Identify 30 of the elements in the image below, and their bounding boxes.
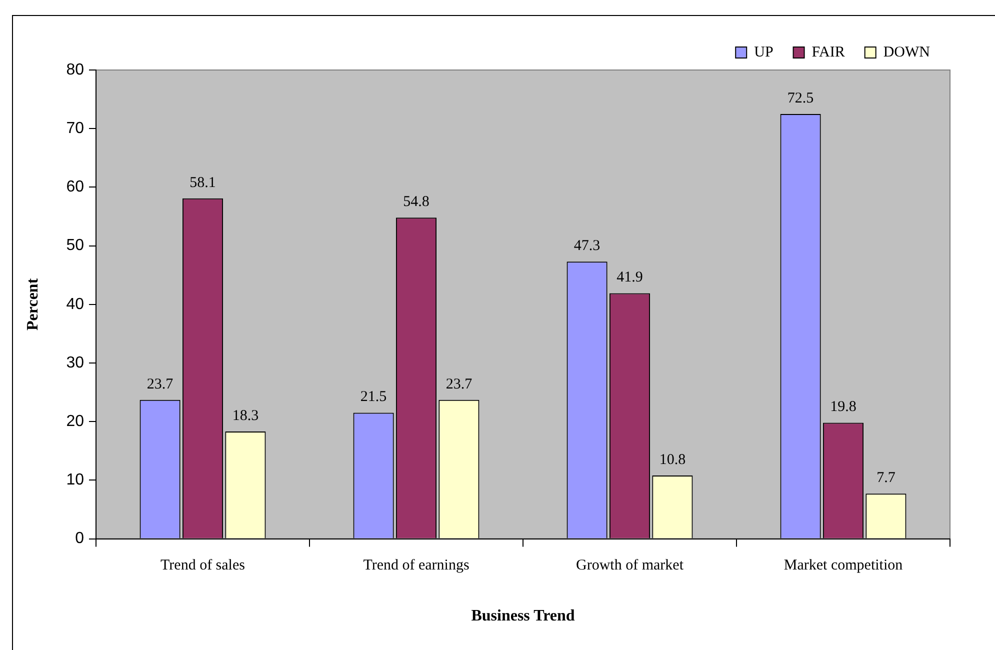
y-tick-label: 10 — [66, 472, 84, 489]
data-label: 23.7 — [446, 376, 473, 392]
data-label: 72.5 — [787, 90, 814, 106]
y-tick-label: 60 — [66, 178, 84, 196]
y-tick-label: 40 — [66, 296, 84, 313]
y-tick-label: 0 — [75, 530, 84, 548]
legend-label: FAIR — [812, 44, 845, 60]
y-tick-label: 50 — [66, 237, 84, 254]
data-label: 10.8 — [659, 452, 686, 468]
y-axis-title: Percent — [24, 278, 42, 330]
data-label: 18.3 — [232, 408, 259, 424]
x-tick-label: Trend of earnings — [363, 558, 470, 574]
y-tick-label: 30 — [66, 354, 84, 372]
x-tick-label: Growth of market — [576, 558, 684, 574]
data-label: 41.9 — [616, 270, 643, 286]
legend-label: DOWN — [883, 44, 930, 60]
y-tick-label: 70 — [66, 120, 84, 138]
data-label: 58.1 — [190, 174, 216, 191]
y-tick-label: 80 — [66, 61, 84, 78]
legend-label: UP — [754, 44, 774, 60]
y-tick-label: 20 — [66, 413, 84, 430]
x-axis-title: Business Trend — [471, 608, 575, 625]
data-label: 19.8 — [830, 399, 856, 416]
x-tick-label: Trend of sales — [160, 558, 246, 574]
data-label: 47.3 — [574, 238, 600, 254]
data-label: 7.7 — [876, 470, 896, 486]
data-label: 54.8 — [403, 194, 430, 210]
data-label: 23.7 — [146, 376, 174, 392]
data-label: 21.5 — [360, 389, 387, 406]
x-tick-label: Market competition — [784, 558, 904, 574]
